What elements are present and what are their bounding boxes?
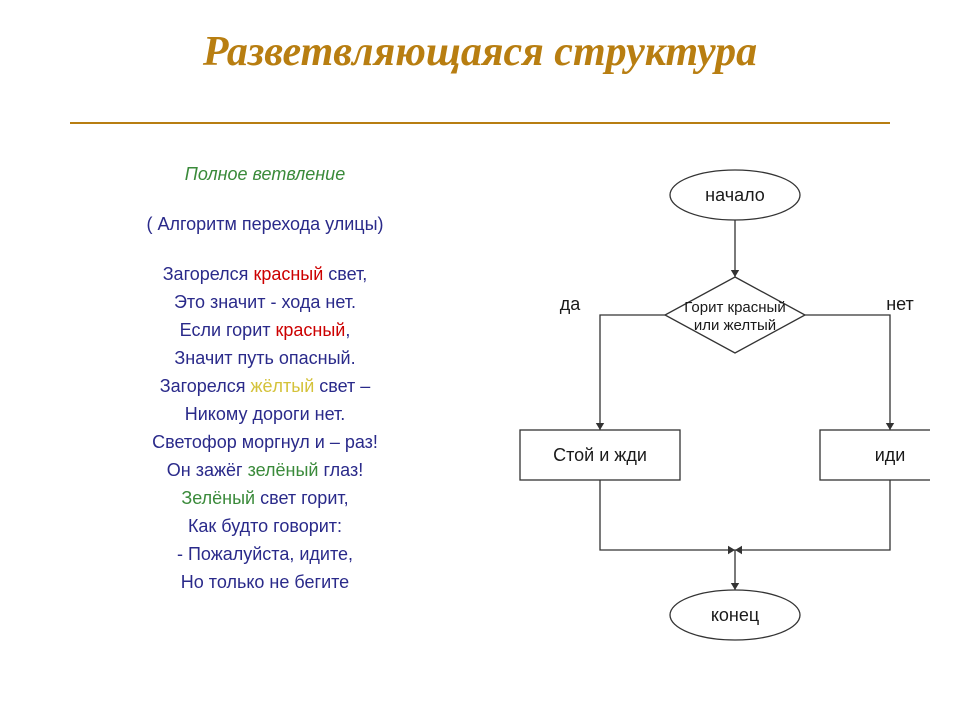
- decision-line2: или желтый: [694, 317, 776, 334]
- poem-line: Он зажёг зелёный глаз!: [100, 456, 430, 484]
- poem-line: Это значит - хода нет.: [100, 288, 430, 316]
- poem-line: Никому дороги нет.: [100, 400, 430, 428]
- slide-title: Разветвляющаяся структура: [0, 28, 960, 76]
- poem-line: Значит путь опасный.: [100, 344, 430, 372]
- poem-line: Но только не бегите: [100, 568, 430, 596]
- flowchart-svg: начало Горит красныйили желтый да нет Стой и…: [490, 155, 930, 675]
- no-label: нет: [886, 294, 914, 314]
- poem-line: Как будто говорит:: [100, 512, 430, 540]
- slide: Разветвляющаяся структура Полное ветвлен…: [0, 0, 960, 720]
- left-column: Полное ветвление ( Алгоритм перехода ули…: [100, 160, 430, 596]
- poem-line: - Пожалуйста, идите,: [100, 540, 430, 568]
- poem-line: Зелёный свет горит,: [100, 484, 430, 512]
- right-box-label: иди: [875, 445, 906, 465]
- yes-label: да: [560, 294, 582, 314]
- poem-line: Загорелся жёлтый свет –: [100, 372, 430, 400]
- poem-line: Загорелся красный свет,: [100, 260, 430, 288]
- subtitle: ( Алгоритм перехода улицы): [100, 210, 430, 238]
- end-label: конец: [711, 605, 759, 625]
- left-box-label: Стой и жди: [553, 445, 647, 465]
- title-underline: [70, 122, 890, 124]
- subheading: Полное ветвление: [100, 160, 430, 188]
- poem-line: Если горит красный,: [100, 316, 430, 344]
- decision-line1: Горит красный: [684, 299, 785, 316]
- poem-line: Светофор моргнул и – раз!: [100, 428, 430, 456]
- flowchart: начало Горит красныйили желтый да нет Стой и…: [490, 155, 930, 675]
- start-label: начало: [705, 185, 765, 205]
- poem-body: Загорелся красный свет,Это значит - хода…: [100, 260, 430, 596]
